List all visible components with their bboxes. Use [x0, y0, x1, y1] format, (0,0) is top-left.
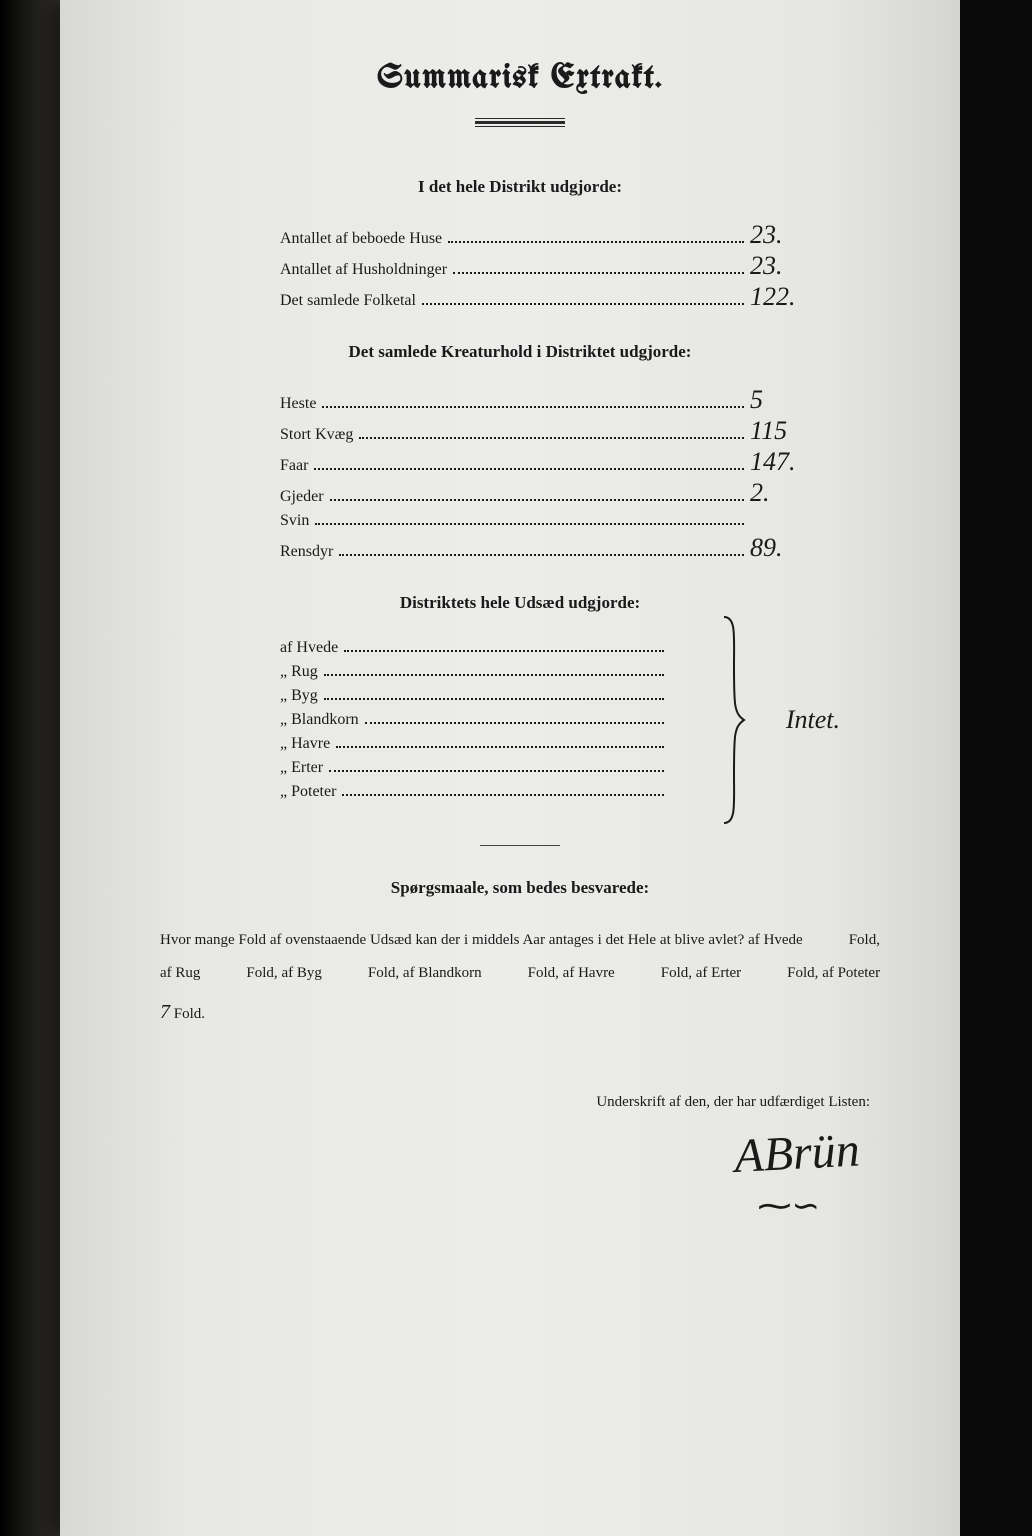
leader-dots: [329, 760, 664, 772]
leader-dots: [359, 427, 744, 439]
row-reindeer: Rensdyr 89.: [280, 536, 810, 561]
section1-rows: Antallet af beboede Huse 23. Antallet af…: [280, 223, 810, 310]
brace-value: Intet.: [786, 705, 840, 735]
label: Gjeder: [280, 488, 324, 506]
label: „ Blandkorn: [280, 711, 359, 729]
label: Stort Kvæg: [280, 426, 353, 444]
label: Antallet af Husholdninger: [280, 261, 447, 279]
row-mixed-grain: „ Blandkorn: [280, 711, 670, 729]
q-potatoes-label: af Poteter: [822, 965, 880, 981]
leader-dots: [336, 736, 664, 748]
q-mixed-label: af Blandkorn: [403, 965, 482, 981]
page-title: Summarisk Extrakt.: [150, 60, 890, 96]
signature-label: Underskrift af den, der har udfærdiget L…: [150, 1094, 870, 1111]
leader-dots: [322, 396, 744, 408]
label: Antallet af beboede Huse: [280, 230, 442, 248]
label: „ Byg: [280, 687, 318, 705]
label: „ Rug: [280, 663, 318, 681]
leader-dots: [324, 688, 664, 700]
section3-rows: af Hvede „ Rug „ Byg „ Blandkorn „ Havre…: [280, 639, 670, 801]
q-potatoes-suffix: Fold.: [174, 1006, 205, 1022]
leader-dots: [315, 513, 744, 525]
leader-dots: [448, 231, 744, 243]
q-oats-label: af Havre: [563, 965, 615, 981]
label: „ Havre: [280, 735, 330, 753]
brace-svg: [720, 615, 746, 825]
q-oats-suffix: Fold,: [661, 965, 692, 981]
section4-heading: Spørgsmaale, som bedes besvarede:: [150, 878, 890, 898]
leader-dots: [422, 293, 744, 305]
row-cattle: Stort Kvæg 115: [280, 419, 810, 444]
leader-dots: [314, 458, 744, 470]
divider-rule: [480, 845, 560, 846]
row-pigs: Svin: [280, 512, 810, 530]
leader-dots: [339, 544, 744, 556]
value: 122.: [750, 285, 810, 308]
row-houses: Antallet af beboede Huse 23.: [280, 223, 810, 248]
q-rye-label: af Rug: [160, 965, 200, 981]
leader-dots: [344, 640, 664, 652]
q-wheat-label: af Hvede: [748, 932, 803, 948]
label: „ Poteter: [280, 783, 336, 801]
value: 5: [750, 388, 810, 411]
row-households: Antallet af Husholdninger 23.: [280, 254, 810, 279]
value: 2.: [750, 481, 810, 504]
label: Faar: [280, 457, 308, 475]
row-sheep: Faar 147.: [280, 450, 810, 475]
row-goats: Gjeder 2.: [280, 481, 810, 506]
row-potatoes: „ Poteter: [280, 783, 670, 801]
section2-rows: Heste 5 Stort Kvæg 115 Faar 147. Gjeder …: [280, 388, 810, 561]
value: 147.: [750, 450, 810, 473]
q-mixed-suffix: Fold,: [528, 965, 559, 981]
row-peas: „ Erter: [280, 759, 670, 777]
row-barley: „ Byg: [280, 687, 670, 705]
value: 23.: [750, 223, 810, 246]
q-barley-label: af Byg: [281, 965, 321, 981]
label: af Hvede: [280, 639, 338, 657]
curly-brace-icon: [720, 639, 750, 801]
leader-dots: [330, 489, 744, 501]
q-wheat-suffix: Fold,: [849, 932, 880, 948]
row-population: Det samlede Folketal 122.: [280, 285, 810, 310]
leader-dots: [453, 262, 744, 274]
leader-dots: [324, 664, 664, 676]
value: 115: [750, 419, 810, 442]
q-barley-suffix: Fold,: [368, 965, 399, 981]
value: 23.: [750, 254, 810, 277]
section3-brace-group: af Hvede „ Rug „ Byg „ Blandkorn „ Havre…: [280, 639, 810, 801]
label: Det samlede Folketal: [280, 292, 416, 310]
scan-right-edge: [960, 0, 1032, 1536]
value: 89.: [750, 536, 810, 559]
q-potatoes-value: 7: [160, 1001, 170, 1023]
section2-heading: Det samlede Kreaturhold i Distriktet udg…: [150, 342, 890, 362]
label: Heste: [280, 395, 316, 413]
q-peas-suffix: Fold,: [787, 965, 818, 981]
questions-paragraph: Hvor mange Fold af ovenstaaende Udsæd ka…: [160, 924, 880, 1034]
label: Svin: [280, 512, 309, 530]
leader-dots: [342, 784, 664, 796]
question-prefix: Hvor mange Fold af ovenstaaende Udsæd ka…: [160, 932, 744, 948]
row-rye: „ Rug: [280, 663, 670, 681]
row-wheat: af Hvede: [280, 639, 670, 657]
label: „ Erter: [280, 759, 323, 777]
title-rule: [475, 118, 565, 127]
q-peas-label: af Erter: [696, 965, 741, 981]
leader-dots: [365, 712, 664, 724]
row-oats: „ Havre: [280, 735, 670, 753]
label: Rensdyr: [280, 543, 333, 561]
row-horses: Heste 5: [280, 388, 810, 413]
document-page: Summarisk Extrakt. I det hele Distrikt u…: [60, 0, 960, 1536]
section1-heading: I det hele Distrikt udgjorde:: [150, 177, 890, 197]
section3-heading: Distriktets hele Udsæd udgjorde:: [150, 593, 890, 613]
q-rye-suffix: Fold,: [246, 965, 277, 981]
